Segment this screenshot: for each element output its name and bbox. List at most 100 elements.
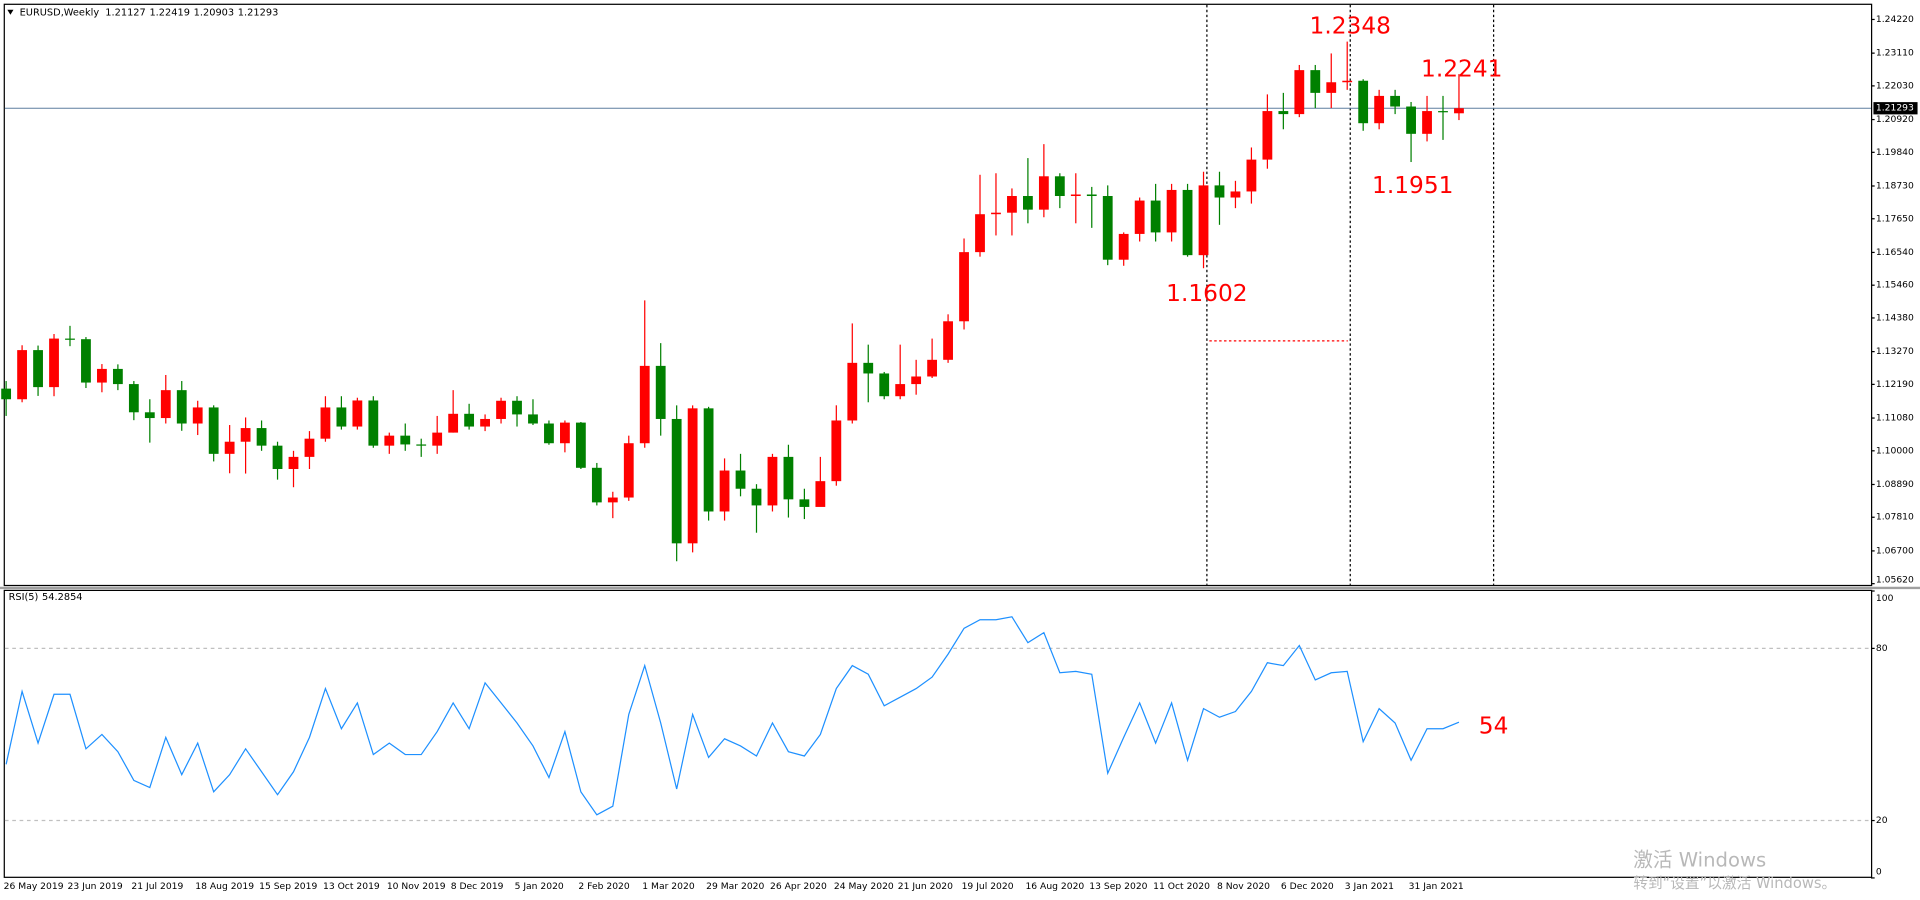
current-price-box — [1873, 102, 1918, 115]
candle-body — [400, 435, 411, 445]
candle-body — [1230, 191, 1241, 198]
candle-body — [591, 467, 602, 503]
y-tick-label: 1.15460 — [1876, 280, 1914, 291]
candle-body — [639, 365, 650, 444]
watermark-text: 转到“设置”以激活 Windows。 — [1633, 875, 1836, 892]
candle-body — [1262, 111, 1273, 160]
candle-body — [544, 423, 554, 444]
x-tick-label: 29 Mar 2020 — [706, 881, 764, 892]
y-tick-label: 1.10000 — [1876, 445, 1914, 456]
candle-body — [655, 365, 666, 419]
candle-body — [352, 400, 363, 427]
candle-body — [735, 470, 746, 489]
candle-body — [831, 420, 842, 482]
candle-body — [1422, 111, 1432, 134]
last-high: 1.22419 — [149, 7, 190, 18]
y-tick-label: 1.11080 — [1876, 413, 1914, 424]
y-tick-label: 1.12190 — [1876, 379, 1914, 390]
x-tick-label: 18 Aug 2019 — [195, 881, 254, 892]
candle-body — [959, 252, 969, 322]
x-tick-label: 16 Aug 2020 — [1025, 881, 1084, 892]
candle-body — [97, 368, 107, 383]
candle-body — [1054, 176, 1065, 197]
candle-body — [1310, 70, 1321, 93]
candle-body — [1406, 106, 1416, 134]
y-tick-label: 1.16540 — [1876, 247, 1914, 258]
candle-body — [17, 350, 27, 400]
x-tick-label: 1 Mar 2020 — [642, 881, 695, 892]
candle-body — [288, 456, 299, 470]
x-tick-label: 23 Jun 2019 — [68, 881, 123, 892]
y-tick-label: 1.23110 — [1876, 48, 1914, 59]
candle-body — [1438, 111, 1448, 113]
x-tick-label: 11 Oct 2020 — [1153, 881, 1210, 892]
candle-body — [671, 418, 682, 544]
last-close: 1.21293 — [238, 7, 279, 18]
annotation: 1.1602 — [1166, 280, 1247, 307]
x-tick-label: 21 Jul 2019 — [131, 881, 183, 892]
rsi-title: RSI(5) 54.2854 — [9, 592, 83, 603]
candle-body — [1023, 196, 1033, 210]
last-low: 1.20903 — [194, 7, 235, 18]
candle-body — [560, 422, 570, 444]
candle-body — [1038, 176, 1049, 210]
candle-body — [1326, 82, 1337, 93]
candle-body — [33, 350, 43, 388]
x-tick-label: 24 May 2020 — [834, 881, 894, 892]
candle-body — [575, 422, 586, 468]
y-tick-label: 20 — [1876, 815, 1888, 826]
y-tick-label: 1.18730 — [1876, 180, 1914, 191]
candle-body — [751, 488, 762, 506]
annotation: 1.2348 — [1310, 12, 1391, 39]
candle-body — [767, 456, 778, 506]
candle-body — [879, 373, 890, 397]
menu-triangle[interactable] — [7, 9, 14, 15]
candle-body — [975, 214, 985, 253]
candle-body — [176, 390, 187, 424]
candle-body — [464, 413, 475, 427]
candle-body — [1150, 200, 1161, 233]
watermark-title: 激活 Windows — [1633, 848, 1766, 871]
candle-body — [81, 339, 91, 383]
chart-title: EURUSD,Weekly 1.21127 1.22419 1.20903 1.2129… — [20, 7, 279, 18]
y-tick-label: 0 — [1876, 866, 1882, 877]
y-tick-label: 1.17650 — [1876, 213, 1914, 224]
candle-body — [815, 481, 826, 507]
candle-body — [144, 412, 155, 419]
rsi-last-value: 54.2854 — [42, 592, 83, 603]
candle-body — [1342, 80, 1353, 83]
candle-body — [256, 428, 267, 446]
last-open: 1.21127 — [105, 7, 146, 18]
candle-body — [224, 441, 235, 454]
candle-body — [1070, 194, 1081, 197]
y-tick-label: 1.08890 — [1876, 479, 1914, 490]
price-panel-frame — [3, 3, 1873, 587]
candle-body — [128, 384, 139, 413]
candle-body — [320, 407, 331, 439]
annotation: 1.2241 — [1421, 55, 1502, 82]
x-tick-label: 31 Jan 2021 — [1409, 881, 1464, 892]
candle-body — [1166, 189, 1177, 233]
candle-body — [1358, 80, 1369, 124]
candle-body — [112, 368, 123, 385]
candle-body — [895, 384, 906, 397]
candle-body — [368, 400, 379, 446]
x-tick-label: 8 Dec 2019 — [451, 881, 504, 892]
x-tick-label: 15 Sep 2019 — [259, 881, 317, 892]
candle-body — [1294, 70, 1305, 115]
candle-body — [336, 407, 347, 427]
candle-body — [1134, 200, 1145, 234]
candle-body — [480, 418, 490, 427]
rsi-name: RSI(5) — [9, 592, 39, 603]
candle-body — [607, 497, 618, 503]
y-tick-label: 1.19840 — [1876, 147, 1914, 158]
candle-body — [160, 390, 171, 419]
candle-body — [1198, 185, 1209, 256]
x-tick-label: 13 Oct 2019 — [323, 881, 380, 892]
x-tick-label: 21 Jun 2020 — [898, 881, 953, 892]
y-tick-label: 1.22030 — [1876, 80, 1914, 91]
candle-body — [1182, 189, 1193, 256]
candle-body — [1102, 196, 1113, 260]
